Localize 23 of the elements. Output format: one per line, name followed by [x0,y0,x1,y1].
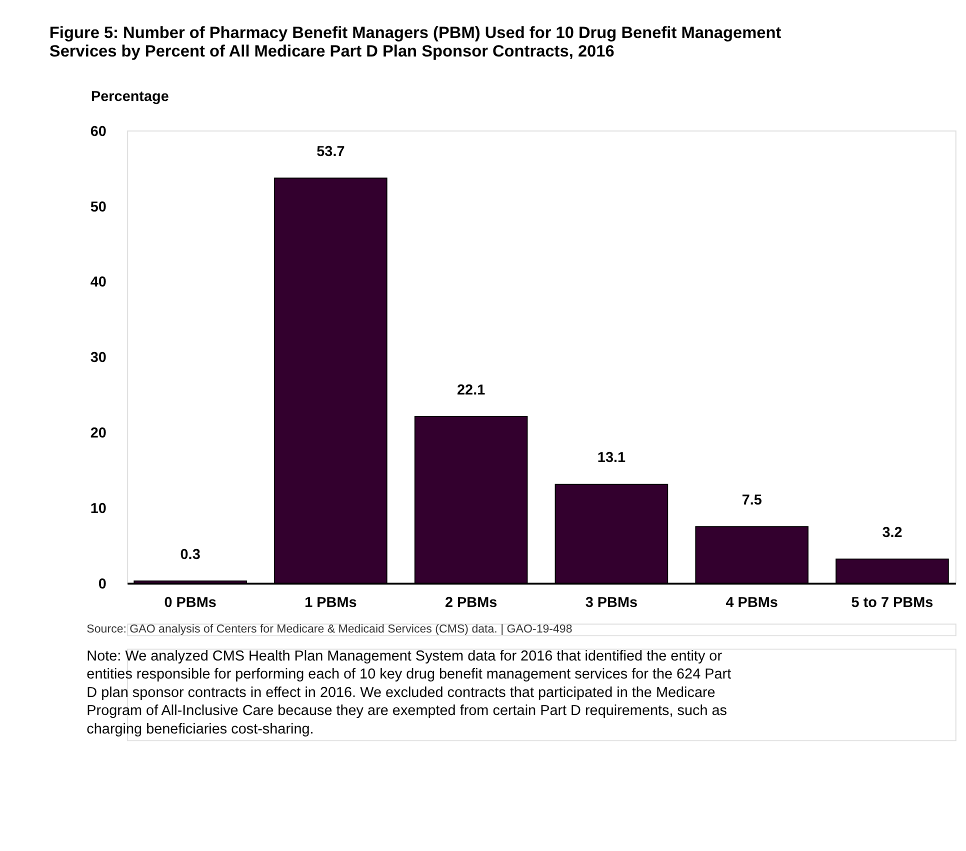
chart-title: Figure 5: Number of Pharmacy Benefit Managers (PBM) Used for 10 Drug Benefit Management Services by Percent of All Medicare Part D Plan Sponsor Contracts, 2016 [49,24,782,60]
x-tick-label: 1 PBMs [304,594,357,611]
y-tick-label: 50 [90,199,106,216]
x-tick-label: 4 PBMs [726,594,778,611]
x-tick-label: 5 to 7 PBMs [851,594,934,611]
data-label: 53.7 [316,144,345,160]
y-tick-label: 40 [90,274,106,291]
y-tick-label: 20 [90,426,106,442]
y-tick-label: 0 [98,576,106,593]
source-note: Source: GAO analysis of Centers for Medicare & Medicaid Services (CMS) data. | GAO-19-498 [86,623,572,636]
y-tick-label: 10 [90,501,106,518]
data-label: 0.3 [180,546,200,563]
y-tick-label: 30 [90,350,106,366]
y-tick-label: 60 [90,124,106,140]
data-label: 22.1 [457,382,486,398]
x-tick-label: 2 PBMs [444,594,498,611]
text: Note: We analyzed CMS Health Plan Management System data for 2016 that identified the entity or entities responsible for performing each of 10 key drug benefit management services for the 624 Part D plan sponsor contracts in effect in 2016. We excluded contracts that participated in the Medicare Program of All-Inclusive Care because they are exempted from certain Part D requirements, such as charging beneficiaries cost-sharing. [86,648,732,738]
y-axis-title: Percentage [91,89,169,106]
data-label: 7.5 [742,492,762,508]
data-label: 3.2 [882,524,902,541]
x-tick-label: 3 PBMs [585,594,638,611]
x-tick-label: 0 PBMs [164,594,216,611]
data-label: 13.1 [597,450,626,466]
